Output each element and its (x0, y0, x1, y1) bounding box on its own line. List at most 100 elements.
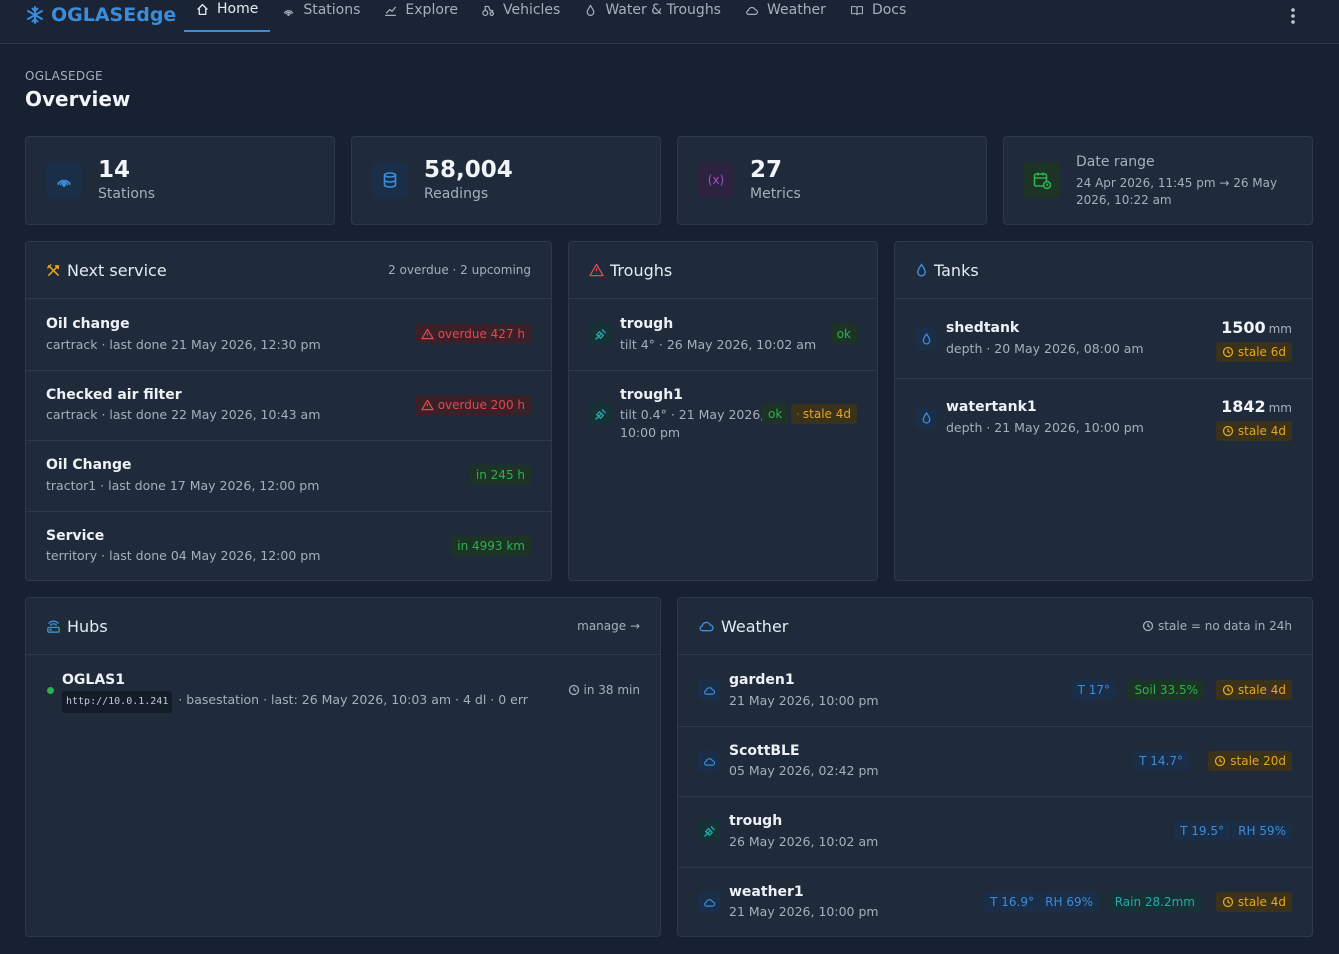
weather-station-name: trough (729, 813, 783, 829)
stat-card-metrics[interactable]: (x) 27 Metrics (677, 136, 987, 225)
stale-badge-text: stale 4d (802, 407, 851, 421)
stations-label: Stations (98, 186, 156, 202)
troughs-header: Troughs (569, 242, 877, 299)
nav-explore[interactable]: Explore (372, 0, 470, 32)
temp-badge: T 19.5° (1174, 821, 1230, 841)
service-name: Oil Change (46, 457, 132, 473)
service-name: Checked air filter (46, 387, 182, 403)
nav-home-label: Home (217, 1, 259, 17)
kebab-icon (1291, 8, 1295, 24)
brand-name: OGLASEdge (51, 4, 177, 26)
overdue-badge: overdue 427 h (414, 324, 531, 344)
nav-weather[interactable]: Weather (733, 0, 838, 32)
nav-vehicles[interactable]: Vehicles (470, 0, 572, 32)
temp-badge: T 14.7° (1133, 751, 1189, 771)
date-range-stat-icon (1024, 162, 1060, 198)
stat-card-readings[interactable]: 58,004 Readings (351, 136, 661, 225)
readings-count: 58,004 (424, 157, 513, 183)
nav-home[interactable]: Home (184, 0, 271, 32)
nav-stations[interactable]: Stations (270, 0, 372, 32)
nav-docs[interactable]: Docs (838, 0, 918, 32)
manage-hubs-link[interactable]: manage → (577, 619, 640, 633)
clock-icon (1222, 346, 1234, 358)
hub-url[interactable]: http://10.0.1.241 (62, 691, 173, 713)
trough-row[interactable]: trough1 tilt 0.4° · 21 May 2026, 10:00 p… (569, 371, 877, 461)
brand-logo[interactable]: OGLASEdge (25, 4, 176, 26)
trough-icon (594, 408, 606, 420)
rain-badge: Rain 28.2mm (1108, 892, 1201, 912)
weather-row[interactable]: weather1 21 May 2026, 10:00 pm T 16.9° R… (678, 868, 1312, 938)
weather-row[interactable]: garden1 21 May 2026, 10:00 pm T 17° Soil… (678, 656, 1312, 727)
trough-detail-cont: 10:00 pm (620, 425, 681, 440)
trough-row[interactable]: trough tilt 4° · 26 May 2026, 10:02 am o… (569, 300, 877, 371)
weather-icon-wrap (698, 750, 720, 772)
ok-badge: ok (762, 404, 789, 424)
clock-icon (797, 413, 799, 415)
tank-name: watertank1 (946, 399, 1037, 415)
stale-badge-text: stale 20d (1230, 754, 1286, 768)
temp-badge: T 17° (1071, 680, 1116, 700)
tank-icon-wrap (915, 407, 937, 429)
weather-icon-wrap (698, 891, 720, 913)
stale-badge: stale 4d (1215, 680, 1292, 700)
weather-icon-wrap (698, 820, 720, 842)
stale-legend-text: stale = no data in 24h (1158, 619, 1292, 633)
stale-badge-text: stale 4d (1237, 683, 1286, 697)
tank-row[interactable]: watertank1 depth · 21 May 2026, 10:00 pm… (895, 379, 1312, 458)
clock-icon (1222, 425, 1234, 437)
service-row[interactable]: Checked air filter cartrack · last done … (26, 371, 551, 441)
stations-count: 14 (98, 157, 131, 183)
tank-row[interactable]: shedtank depth · 20 May 2026, 08:00 am 1… (895, 300, 1312, 379)
overdue-badge-text: overdue 200 h (437, 398, 525, 412)
metrics-count: 27 (750, 157, 783, 183)
trough-detail: tilt 0.4° · 21 May 2026, (620, 407, 765, 422)
service-row[interactable]: Service territory · last done 04 May 202… (26, 512, 551, 582)
clock-icon (1222, 684, 1234, 696)
stat-card-stations[interactable]: 14 Stations (25, 136, 335, 225)
metrics-stat-icon: (x) (698, 162, 734, 198)
more-menu-button[interactable] (1284, 6, 1302, 26)
hubs-panel: Hubs manage → OGLAS1 http://10.0.1.241 ·… (25, 597, 661, 937)
weather-title: Weather (721, 616, 789, 636)
troughs-title: Troughs (610, 260, 673, 280)
cloud-icon (703, 757, 715, 766)
weather-row[interactable]: ScottBLE 05 May 2026, 02:42 pm T 14.7° s… (678, 727, 1312, 797)
nav-water-label: Water & Troughs (605, 2, 721, 18)
router-icon (47, 620, 60, 633)
broadcast-icon (284, 9, 294, 16)
main-nav: Home Stations Explore Vehicles Water & T… (184, 0, 918, 44)
tank-name: shedtank (946, 320, 1020, 336)
weather-row[interactable]: trough 26 May 2026, 10:02 am T 19.5° RH … (678, 797, 1312, 868)
nav-water[interactable]: Water & Troughs (572, 0, 733, 32)
tanks-header: Tanks (895, 242, 1312, 299)
metrics-label: Metrics (750, 186, 801, 202)
service-row[interactable]: Oil change cartrack · last done 21 May 2… (26, 300, 551, 371)
weather-station-name: garden1 (729, 672, 795, 688)
trough-name: trough1 (620, 387, 683, 403)
date-range-label: Date range (1076, 154, 1155, 170)
clock-icon (1222, 896, 1234, 908)
warning-icon (421, 328, 434, 340)
tanks-panel: Tanks shedtank depth · 20 May 2026, 08:0… (894, 241, 1313, 581)
service-name: Service (46, 528, 105, 544)
trough-icon (703, 825, 715, 837)
online-status-dot (47, 687, 54, 694)
humidity-badge: RH 69% (1039, 892, 1099, 912)
service-row[interactable]: Oil Change tractor1 · last done 17 May 2… (26, 441, 551, 512)
stale-badge-text: stale 4d (1237, 424, 1286, 438)
temp-badge: T 16.9° (984, 892, 1040, 912)
tank-level: 1842 mm (1221, 397, 1292, 416)
tractor-icon (482, 5, 494, 16)
weather-station-name: ScottBLE (729, 743, 800, 759)
tank-icon-wrap (915, 328, 937, 350)
upcoming-badge: in 4993 km (451, 536, 531, 556)
tank-level-unit: mm (1268, 322, 1292, 336)
warning-icon (421, 399, 434, 411)
variable-icon: (x) (708, 173, 724, 187)
hub-detail: http://10.0.1.241 · basestation · last: … (62, 691, 528, 713)
trough-detail: tilt 4° · 26 May 2026, 10:02 am (620, 337, 817, 352)
service-name: Oil change (46, 316, 130, 332)
weather-icon-wrap (698, 679, 720, 701)
droplet-icon (917, 262, 926, 277)
hub-row[interactable]: OGLAS1 http://10.0.1.241 · basestation ·… (26, 656, 660, 728)
